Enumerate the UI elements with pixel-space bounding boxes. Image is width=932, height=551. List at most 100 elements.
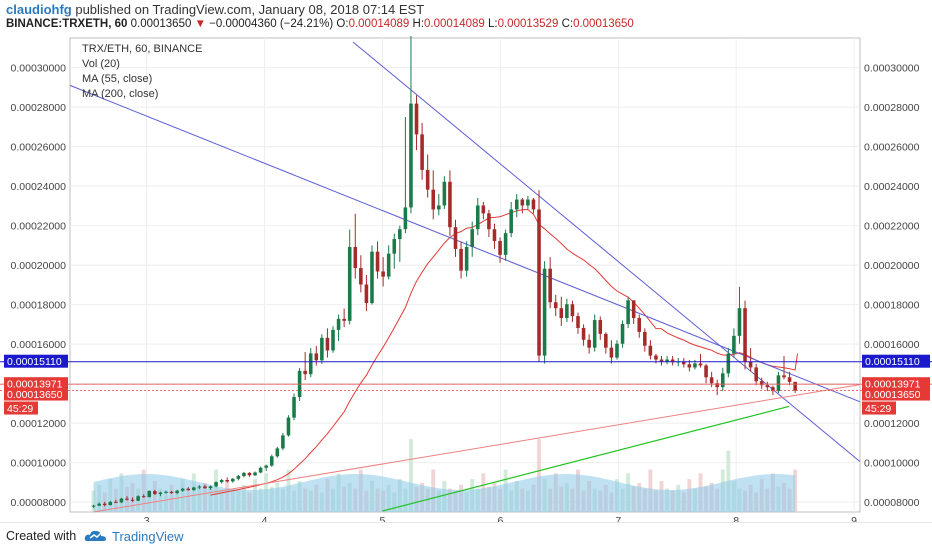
price-chart[interactable]: 0.00008000 0.00008000 0.00010000 0.00010000… <box>0 36 932 522</box>
y-tick-label-right: 0.00016000 <box>864 339 920 351</box>
y-tick-label-right: 0.00010000 <box>864 458 920 470</box>
candle-body <box>370 251 374 304</box>
open-label: O: <box>336 18 349 30</box>
candle-body <box>609 347 614 358</box>
candle-body <box>737 308 742 336</box>
chart-legend: TRX/ETH, 60, BINANCE Vol (20) MA (55, cl… <box>82 42 202 102</box>
candle-body <box>787 377 792 382</box>
candle-body <box>192 487 196 491</box>
candle-body <box>542 268 547 356</box>
blue-level-badge-right-bg <box>862 354 930 368</box>
candle-body <box>615 343 619 358</box>
candle-body <box>720 373 725 388</box>
candle-body <box>403 207 408 230</box>
candle-body <box>247 472 252 476</box>
candle-body <box>292 397 296 418</box>
candle-body <box>759 381 764 386</box>
candle-body <box>576 316 580 328</box>
candle-body <box>743 308 747 362</box>
candle-body <box>409 103 413 208</box>
high-label: H: <box>412 18 425 30</box>
y-tick-label-left: 0.00028000 <box>11 102 67 114</box>
candle-body <box>102 503 107 506</box>
candle-body <box>592 320 597 348</box>
candle-body <box>693 363 697 368</box>
candle-body <box>509 209 513 234</box>
legend-volume[interactable]: Vol (20) <box>82 58 120 70</box>
candle-body <box>364 284 369 304</box>
legend-title: TRX/ETH, 60, BINANCE <box>82 43 203 55</box>
candle-body <box>643 331 647 346</box>
x-tick-label: 8 <box>733 515 739 522</box>
candle-body <box>175 490 179 494</box>
close-value: 0.00013650 <box>573 18 634 30</box>
candle-body <box>704 365 708 378</box>
candle-body <box>153 491 157 495</box>
tradingview-brand-link[interactable]: TradingView <box>112 529 184 544</box>
y-tick-label-right: 0.00028000 <box>864 102 920 114</box>
candle-body <box>715 383 719 388</box>
candle-body <box>598 320 603 334</box>
volume-bar <box>409 439 413 512</box>
candle-body <box>498 241 502 255</box>
price-badge-right-2: 0.00013650 <box>865 389 921 401</box>
candle-body <box>626 300 630 324</box>
candle-body <box>169 491 174 494</box>
candle-body <box>437 205 441 210</box>
y-tick-label-right: 0.00012000 <box>864 418 920 430</box>
y-tick-label-left: 0.00026000 <box>11 142 67 154</box>
candle-body <box>754 367 758 382</box>
candle-body <box>776 375 781 392</box>
candle-body <box>698 363 703 366</box>
candle-body <box>782 375 786 378</box>
candle-body <box>682 361 686 365</box>
candle-body <box>771 387 775 392</box>
tradingview-cloud-icon <box>84 530 106 541</box>
candle-body <box>353 246 358 269</box>
candle-body <box>492 229 497 242</box>
candle-body <box>269 456 274 466</box>
y-tick-label-right: 0.00024000 <box>864 181 920 193</box>
volume-bar <box>91 490 96 512</box>
x-tick-label: 9 <box>851 515 857 522</box>
candle-body <box>665 359 669 362</box>
y-tick-label-left: 0.00016000 <box>11 339 67 351</box>
candle-body <box>375 251 380 272</box>
price-badge-left-2: 0.00013650 <box>7 389 63 401</box>
x-tick-label: 3 <box>144 515 150 522</box>
volume-bar <box>537 439 541 512</box>
y-tick-label-left: 0.00024000 <box>11 181 67 193</box>
candle-body <box>114 501 118 503</box>
candle-body <box>631 300 636 319</box>
legend-ma200[interactable]: MA (200, close) <box>82 88 159 100</box>
candle-body <box>559 308 564 319</box>
y-tick-label-right: 0.00008000 <box>864 497 920 509</box>
candle-body <box>253 472 257 476</box>
username-link[interactable]: claudiohfg <box>6 2 72 17</box>
candle-body <box>687 364 692 368</box>
timer-badge-right-bg <box>862 401 896 415</box>
publish-header: claudiohfg published on TradingView.com,… <box>0 0 932 36</box>
candle-body <box>420 134 424 170</box>
y-tick-label-left: 0.00020000 <box>11 260 67 272</box>
y-tick-label-right: 0.00022000 <box>864 221 920 233</box>
timer-badge-left-bg <box>4 401 38 415</box>
candle-body <box>258 467 263 473</box>
y-tick-label-left: 0.00012000 <box>11 418 67 430</box>
candle-body <box>342 318 346 321</box>
candle-body <box>219 480 224 483</box>
symbol-info: BINANCE:TRXETH, 60 0.00013650 ▼ −0.00004… <box>6 18 634 30</box>
down-arrow-icon: ▼ <box>194 18 206 30</box>
price-badge-left-1-bg <box>4 377 68 391</box>
candle-body <box>765 385 770 388</box>
volume-bar <box>793 469 798 512</box>
candle-body <box>431 189 436 210</box>
ma200-line <box>382 405 790 512</box>
price-badge-left-2-bg <box>4 387 68 401</box>
legend-ma55[interactable]: MA (55, close) <box>82 73 153 85</box>
candle-body <box>670 359 675 363</box>
price-badge-right-1-bg <box>862 377 930 391</box>
candle-body <box>637 318 642 332</box>
candle-body <box>442 181 447 206</box>
x-tick-label: 4 <box>262 515 268 522</box>
